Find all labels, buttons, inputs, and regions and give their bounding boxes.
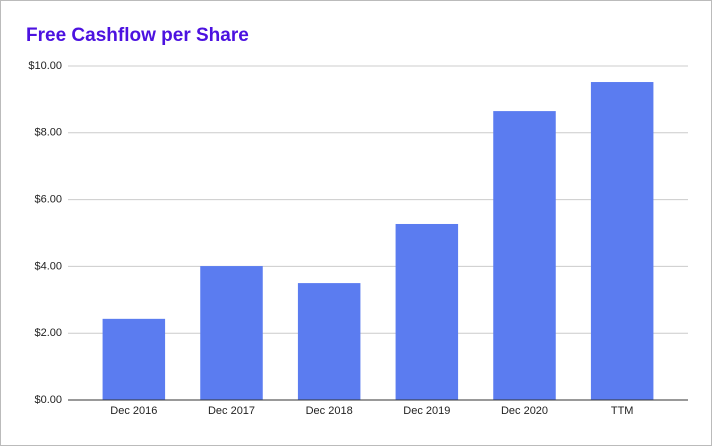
x-tick-label: Dec 2020 — [501, 405, 548, 417]
x-tick-label: TTM — [611, 405, 634, 417]
bar — [200, 266, 263, 400]
bar — [297, 283, 361, 400]
x-tick-label: Dec 2016 — [110, 405, 157, 417]
bar — [395, 223, 459, 400]
x-tick-label: Dec 2019 — [403, 405, 450, 417]
y-tick-label: $2.00 — [34, 327, 62, 339]
y-tick-label: $8.00 — [34, 127, 62, 139]
bar — [590, 82, 654, 401]
bar — [102, 318, 166, 400]
y-tick-label: $4.00 — [34, 260, 62, 272]
y-tick-label: $0.00 — [34, 394, 62, 406]
chart-title: Free Cashflow per Share — [26, 25, 249, 46]
y-tick-label: $10.00 — [28, 60, 62, 72]
x-tick-label: Dec 2017 — [208, 405, 255, 417]
y-tick-label: $6.00 — [34, 194, 62, 206]
x-tick-label: Dec 2018 — [306, 405, 353, 417]
bar — [493, 111, 556, 400]
